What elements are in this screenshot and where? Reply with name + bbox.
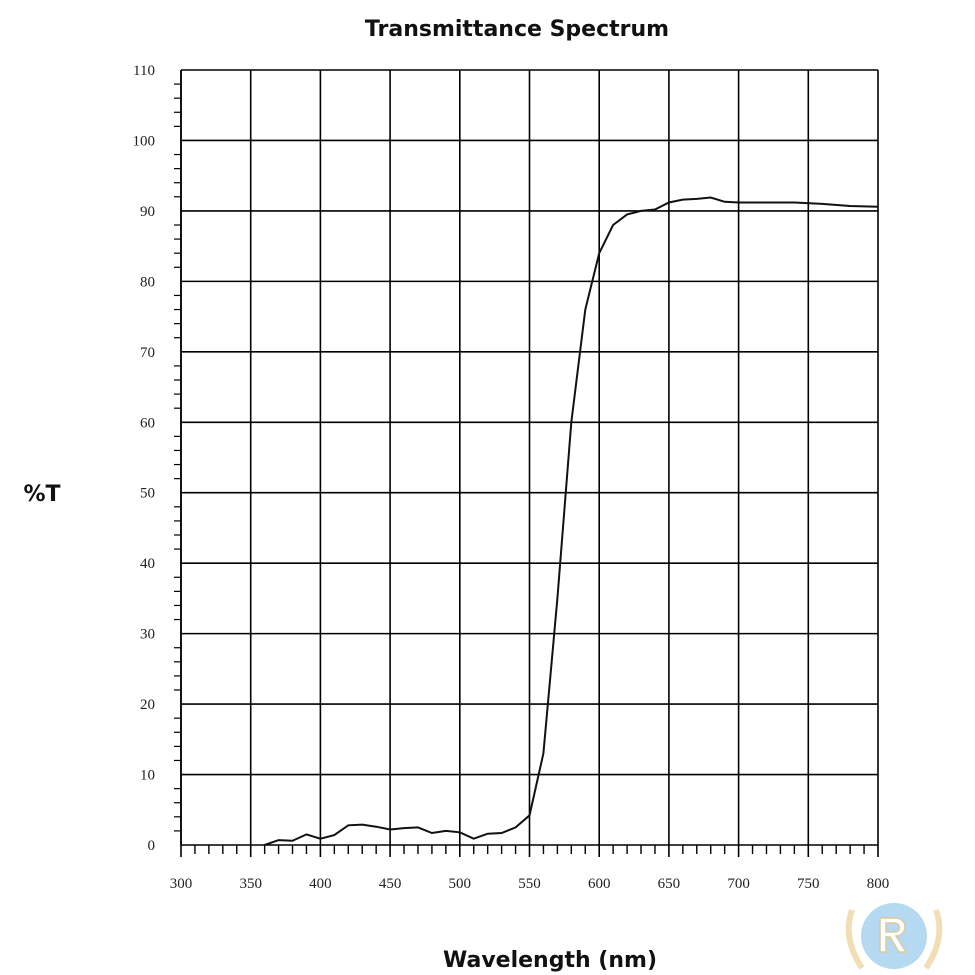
x-tick-label: 650 (658, 876, 681, 892)
transmittance-line (264, 196, 879, 846)
y-tick-label: 60 (140, 415, 155, 431)
y-tick-label: 100 (133, 133, 156, 149)
x-axis-label: Wavelength (nm) (443, 948, 657, 973)
x-tick-label: 550 (518, 876, 541, 892)
y-tick-label: 40 (140, 556, 155, 572)
y-tick-label: 70 (140, 345, 155, 361)
x-tick-label: 700 (727, 876, 750, 892)
y-axis-label: %T (23, 482, 60, 507)
x-tick-label: 300 (170, 876, 193, 892)
x-tick-label: 400 (309, 876, 332, 892)
laurel-icon (845, 908, 943, 970)
r-letter-mark (879, 917, 908, 953)
chart-title: Transmittance Spectrum (365, 17, 669, 42)
y-tick-label: 0 (148, 838, 156, 854)
health-logo-watermark (845, 903, 943, 970)
y-tick-label: 30 (140, 627, 155, 643)
y-tick-label: 10 (140, 768, 155, 784)
y-tick-label: 20 (140, 697, 155, 713)
y-tick-label: 80 (140, 274, 155, 290)
y-tick-label: 110 (133, 63, 155, 79)
x-tick-label: 500 (449, 876, 472, 892)
x-tick-label: 600 (588, 876, 611, 892)
x-tick-label: 350 (239, 876, 262, 892)
y-tick-label: 50 (140, 486, 155, 502)
y-tick-label: 90 (140, 204, 155, 220)
x-tick-label: 750 (797, 876, 820, 892)
x-tick-label: 800 (867, 876, 890, 892)
x-tick-label: 450 (379, 876, 402, 892)
